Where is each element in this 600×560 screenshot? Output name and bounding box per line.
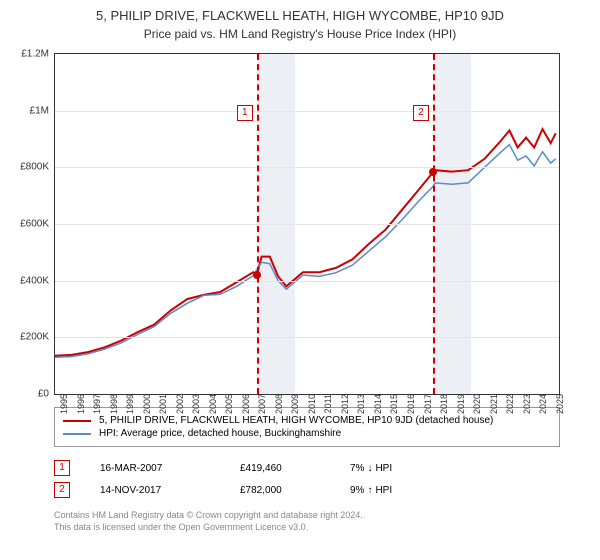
x-axis-label: 2006 [237, 394, 251, 414]
y-axis-label: £1M [30, 105, 55, 116]
x-axis-label: 2011 [319, 394, 333, 413]
x-axis-label: 2010 [303, 394, 317, 414]
gridline [55, 111, 559, 112]
series-hpi [55, 145, 556, 358]
event-vline [433, 54, 435, 394]
event-vline [257, 54, 259, 394]
x-axis-label: 2023 [518, 394, 532, 414]
x-axis-label: 2022 [501, 394, 515, 414]
y-axis-label: £200K [20, 332, 55, 343]
x-axis-label: 2008 [270, 394, 284, 414]
event-row: 1 16-MAR-2007 £419,460 7%↓HPI [54, 457, 560, 479]
x-axis-label: 1996 [72, 394, 86, 414]
x-axis-label: 2014 [369, 394, 383, 414]
event-hpi: 7%↓HPI [350, 463, 392, 474]
gridline [55, 281, 559, 282]
event-price: £782,000 [240, 485, 320, 496]
event-table: 1 16-MAR-2007 £419,460 7%↓HPI 2 14-NOV-2017 £7… [54, 457, 560, 501]
x-axis-label: 2024 [534, 394, 548, 414]
x-axis-label: 2025 [551, 394, 565, 414]
legend-item: 5, PHILIP DRIVE, FLACKWELL HEATH, HIGH W… [63, 414, 551, 427]
x-axis-label: 1998 [105, 394, 119, 414]
series-property [55, 129, 556, 356]
chart-plot-area: £0£200K£400K£600K£800K£1M£1.2M1995199619… [54, 53, 560, 395]
event-date: 14-NOV-2017 [100, 485, 210, 496]
footer-line-2: This data is licensed under the Open Gov… [54, 521, 560, 533]
arrow-down-icon: ↓ [367, 463, 372, 474]
x-axis-label: 2016 [402, 394, 416, 414]
x-axis-label: 2012 [336, 394, 350, 414]
event-date: 16-MAR-2007 [100, 463, 210, 474]
event-marker-1: 1 [237, 105, 253, 121]
event-number: 2 [54, 482, 70, 498]
x-axis-label: 2021 [485, 394, 499, 414]
y-axis-label: £1.2M [21, 49, 55, 60]
x-axis-label: 2007 [253, 394, 267, 414]
x-axis-label: 2018 [435, 394, 449, 414]
legend-swatch [63, 420, 91, 422]
x-axis-label: 2005 [220, 394, 234, 414]
x-axis-label: 2004 [204, 394, 218, 414]
x-axis-label: 2002 [171, 394, 185, 414]
event-hpi: 9%↑HPI [350, 485, 392, 496]
footer-line-1: Contains HM Land Registry data © Crown c… [54, 509, 560, 521]
event-number: 1 [54, 460, 70, 476]
legend-item: HPI: Average price, detached house, Buck… [63, 427, 551, 440]
x-axis-label: 2009 [286, 394, 300, 414]
legend-label: 5, PHILIP DRIVE, FLACKWELL HEATH, HIGH W… [99, 415, 493, 426]
x-axis-label: 2001 [154, 394, 168, 414]
gridline [55, 337, 559, 338]
x-axis-label: 2000 [138, 394, 152, 414]
x-axis-label: 2013 [352, 394, 366, 414]
y-axis-label: £400K [20, 275, 55, 286]
gridline [55, 167, 559, 168]
event-row: 2 14-NOV-2017 £782,000 9%↑HPI [54, 479, 560, 501]
x-axis-label: 1995 [55, 394, 69, 414]
y-axis-label: £800K [20, 162, 55, 173]
x-axis-label: 2019 [452, 394, 466, 414]
gridline [55, 224, 559, 225]
x-axis-label: 2003 [187, 394, 201, 414]
x-axis-label: 2015 [385, 394, 399, 414]
y-axis-label: £0 [38, 389, 55, 400]
legend-swatch [63, 433, 91, 435]
chart-subtitle: Price paid vs. HM Land Registry's House … [0, 27, 600, 41]
event-price: £419,460 [240, 463, 320, 474]
event-marker-2: 2 [413, 105, 429, 121]
arrow-up-icon: ↑ [367, 485, 372, 496]
x-axis-label: 2017 [419, 394, 433, 414]
x-axis-label: 1997 [88, 394, 102, 414]
event-dot [253, 271, 261, 279]
y-axis-label: £600K [20, 219, 55, 230]
x-axis-label: 2020 [468, 394, 482, 414]
chart-title: 5, PHILIP DRIVE, FLACKWELL HEATH, HIGH W… [0, 8, 600, 23]
event-dot [429, 168, 437, 176]
footer-attribution: Contains HM Land Registry data © Crown c… [54, 509, 560, 533]
x-axis-label: 1999 [121, 394, 135, 414]
legend-label: HPI: Average price, detached house, Buck… [99, 428, 341, 439]
